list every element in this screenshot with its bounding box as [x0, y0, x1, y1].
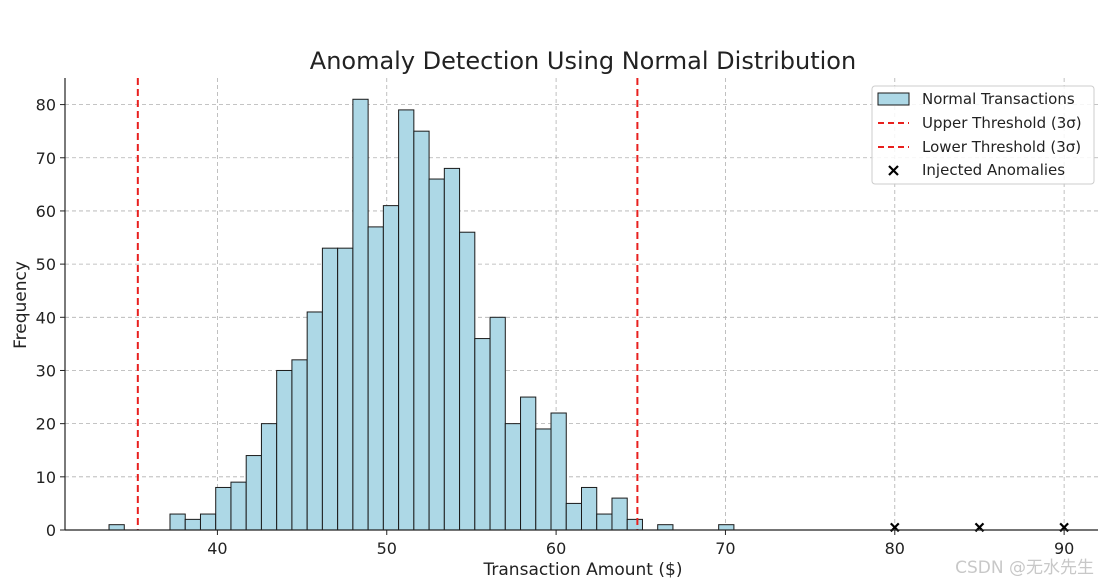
histogram-bar [321, 247, 339, 531]
x-tick-label: 70 [715, 539, 735, 558]
histogram-bar [550, 412, 567, 531]
histogram-bar [169, 513, 186, 531]
histogram-bar [337, 247, 354, 531]
histogram-bar [352, 98, 369, 531]
legend-swatch-normal [877, 92, 910, 106]
legend-label-anomaly: Injected Anomalies [922, 161, 1065, 179]
y-tick-label: 80 [36, 96, 56, 115]
legend: Normal Transactions Upper Threshold (3σ)… [871, 85, 1095, 185]
histogram-bar [626, 518, 643, 531]
histogram-bar [596, 513, 613, 531]
histogram-bar [657, 524, 674, 531]
histogram-bar [520, 396, 537, 531]
legend-label-lower: Lower Threshold (3σ) [922, 138, 1081, 156]
x-tick-label: 40 [207, 539, 227, 558]
histogram-bar [230, 481, 247, 531]
histogram-bar [459, 231, 476, 531]
histogram-bar [611, 497, 628, 531]
histogram-bars [108, 98, 735, 531]
y-tick-label: 10 [36, 468, 56, 487]
x-axis-label: Transaction Amount ($) [483, 560, 683, 580]
legend-label-normal: Normal Transactions [922, 90, 1075, 108]
histogram-bar [215, 486, 232, 531]
threshold-lines [136, 78, 639, 530]
y-tick-label: 30 [36, 361, 56, 380]
histogram-bar [306, 311, 323, 531]
histogram-bar [718, 524, 735, 531]
histogram-bar [443, 167, 461, 531]
histogram-bar [474, 338, 491, 531]
histogram-bar [535, 428, 552, 531]
histogram-bar [489, 316, 506, 531]
x-tick-label: 50 [377, 539, 397, 558]
histogram-bar [291, 359, 308, 531]
watermark: CSDN @无水先生 [955, 558, 1094, 578]
histogram-bar [199, 513, 217, 531]
tick-labels: 40 50 60 70 80 90 0 10 20 30 40 50 60 70 80 [36, 96, 1075, 558]
legend-box [871, 85, 1095, 185]
y-axis-label: Frequency [11, 261, 31, 349]
x-tick-label: 60 [546, 539, 566, 558]
histogram-bar [398, 109, 415, 531]
histogram-bar [276, 369, 293, 531]
histogram-bar [184, 518, 201, 531]
histogram-bar [367, 226, 384, 531]
histogram-bar [428, 178, 445, 531]
legend-swatch-anomaly [888, 165, 899, 176]
y-tick-label: 60 [36, 202, 56, 221]
x-tick-label: 80 [885, 539, 905, 558]
y-tick-label: 0 [46, 521, 56, 540]
histogram-bar [504, 423, 522, 531]
x-tick-label: 90 [1054, 539, 1074, 558]
histogram-bar [108, 524, 125, 531]
legend-label-upper: Upper Threshold (3σ) [922, 114, 1082, 132]
y-tick-label: 50 [36, 255, 56, 274]
axes [60, 78, 1098, 535]
histogram-bar [413, 130, 430, 531]
y-tick-label: 20 [36, 415, 56, 434]
histogram-bar [382, 205, 400, 531]
histogram-bar [565, 502, 583, 531]
histogram-bar [245, 455, 262, 531]
y-tick-label: 40 [36, 308, 56, 327]
y-tick-label: 70 [36, 149, 56, 168]
chart-title: Anomaly Detection Using Normal Distribut… [310, 47, 856, 75]
histogram-bar [260, 423, 278, 531]
histogram-bar [581, 486, 598, 531]
